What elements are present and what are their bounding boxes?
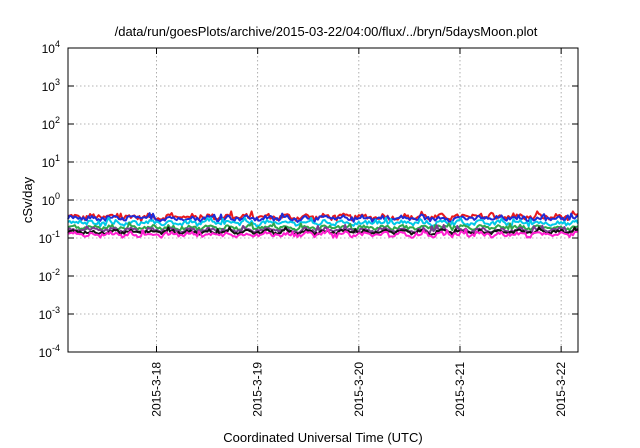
y-tick-label: 10-1 xyxy=(39,229,60,246)
x-tick-label: 2015-3-21 xyxy=(453,362,467,417)
y-tick-label: 101 xyxy=(42,153,60,170)
y-axis-title: cSv/day xyxy=(20,176,35,223)
x-tick-label: 2015-3-19 xyxy=(251,362,265,417)
y-tick-label: 100 xyxy=(42,191,60,208)
y-tick-label: 10-3 xyxy=(39,305,60,322)
x-tick-label: 2015-3-22 xyxy=(554,362,568,417)
y-tick-label: 104 xyxy=(42,39,60,56)
x-tick-label: 2015-3-18 xyxy=(150,362,164,417)
y-tick-label: 10-2 xyxy=(39,267,60,284)
y-tick-label: 102 xyxy=(42,115,60,132)
y-tick-label: 10-4 xyxy=(39,343,60,360)
axes-ticks: 10-4 10-3 10-2 10-1 100 101 102 103 104 2015-3-18… xyxy=(39,39,578,417)
series-line xyxy=(67,228,579,239)
y-tick-label: 103 xyxy=(42,77,60,94)
x-tick-label: 2015-3-20 xyxy=(352,362,366,417)
series-line xyxy=(67,216,579,228)
series-line xyxy=(67,221,579,232)
series-line xyxy=(67,212,579,224)
chart-title: /data/run/goesPlots/archive/2015-03-22/0… xyxy=(115,24,538,39)
series-group xyxy=(67,210,579,239)
x-axis-title: Coordinated Universal Time (UTC) xyxy=(223,430,422,445)
grid xyxy=(68,48,578,352)
